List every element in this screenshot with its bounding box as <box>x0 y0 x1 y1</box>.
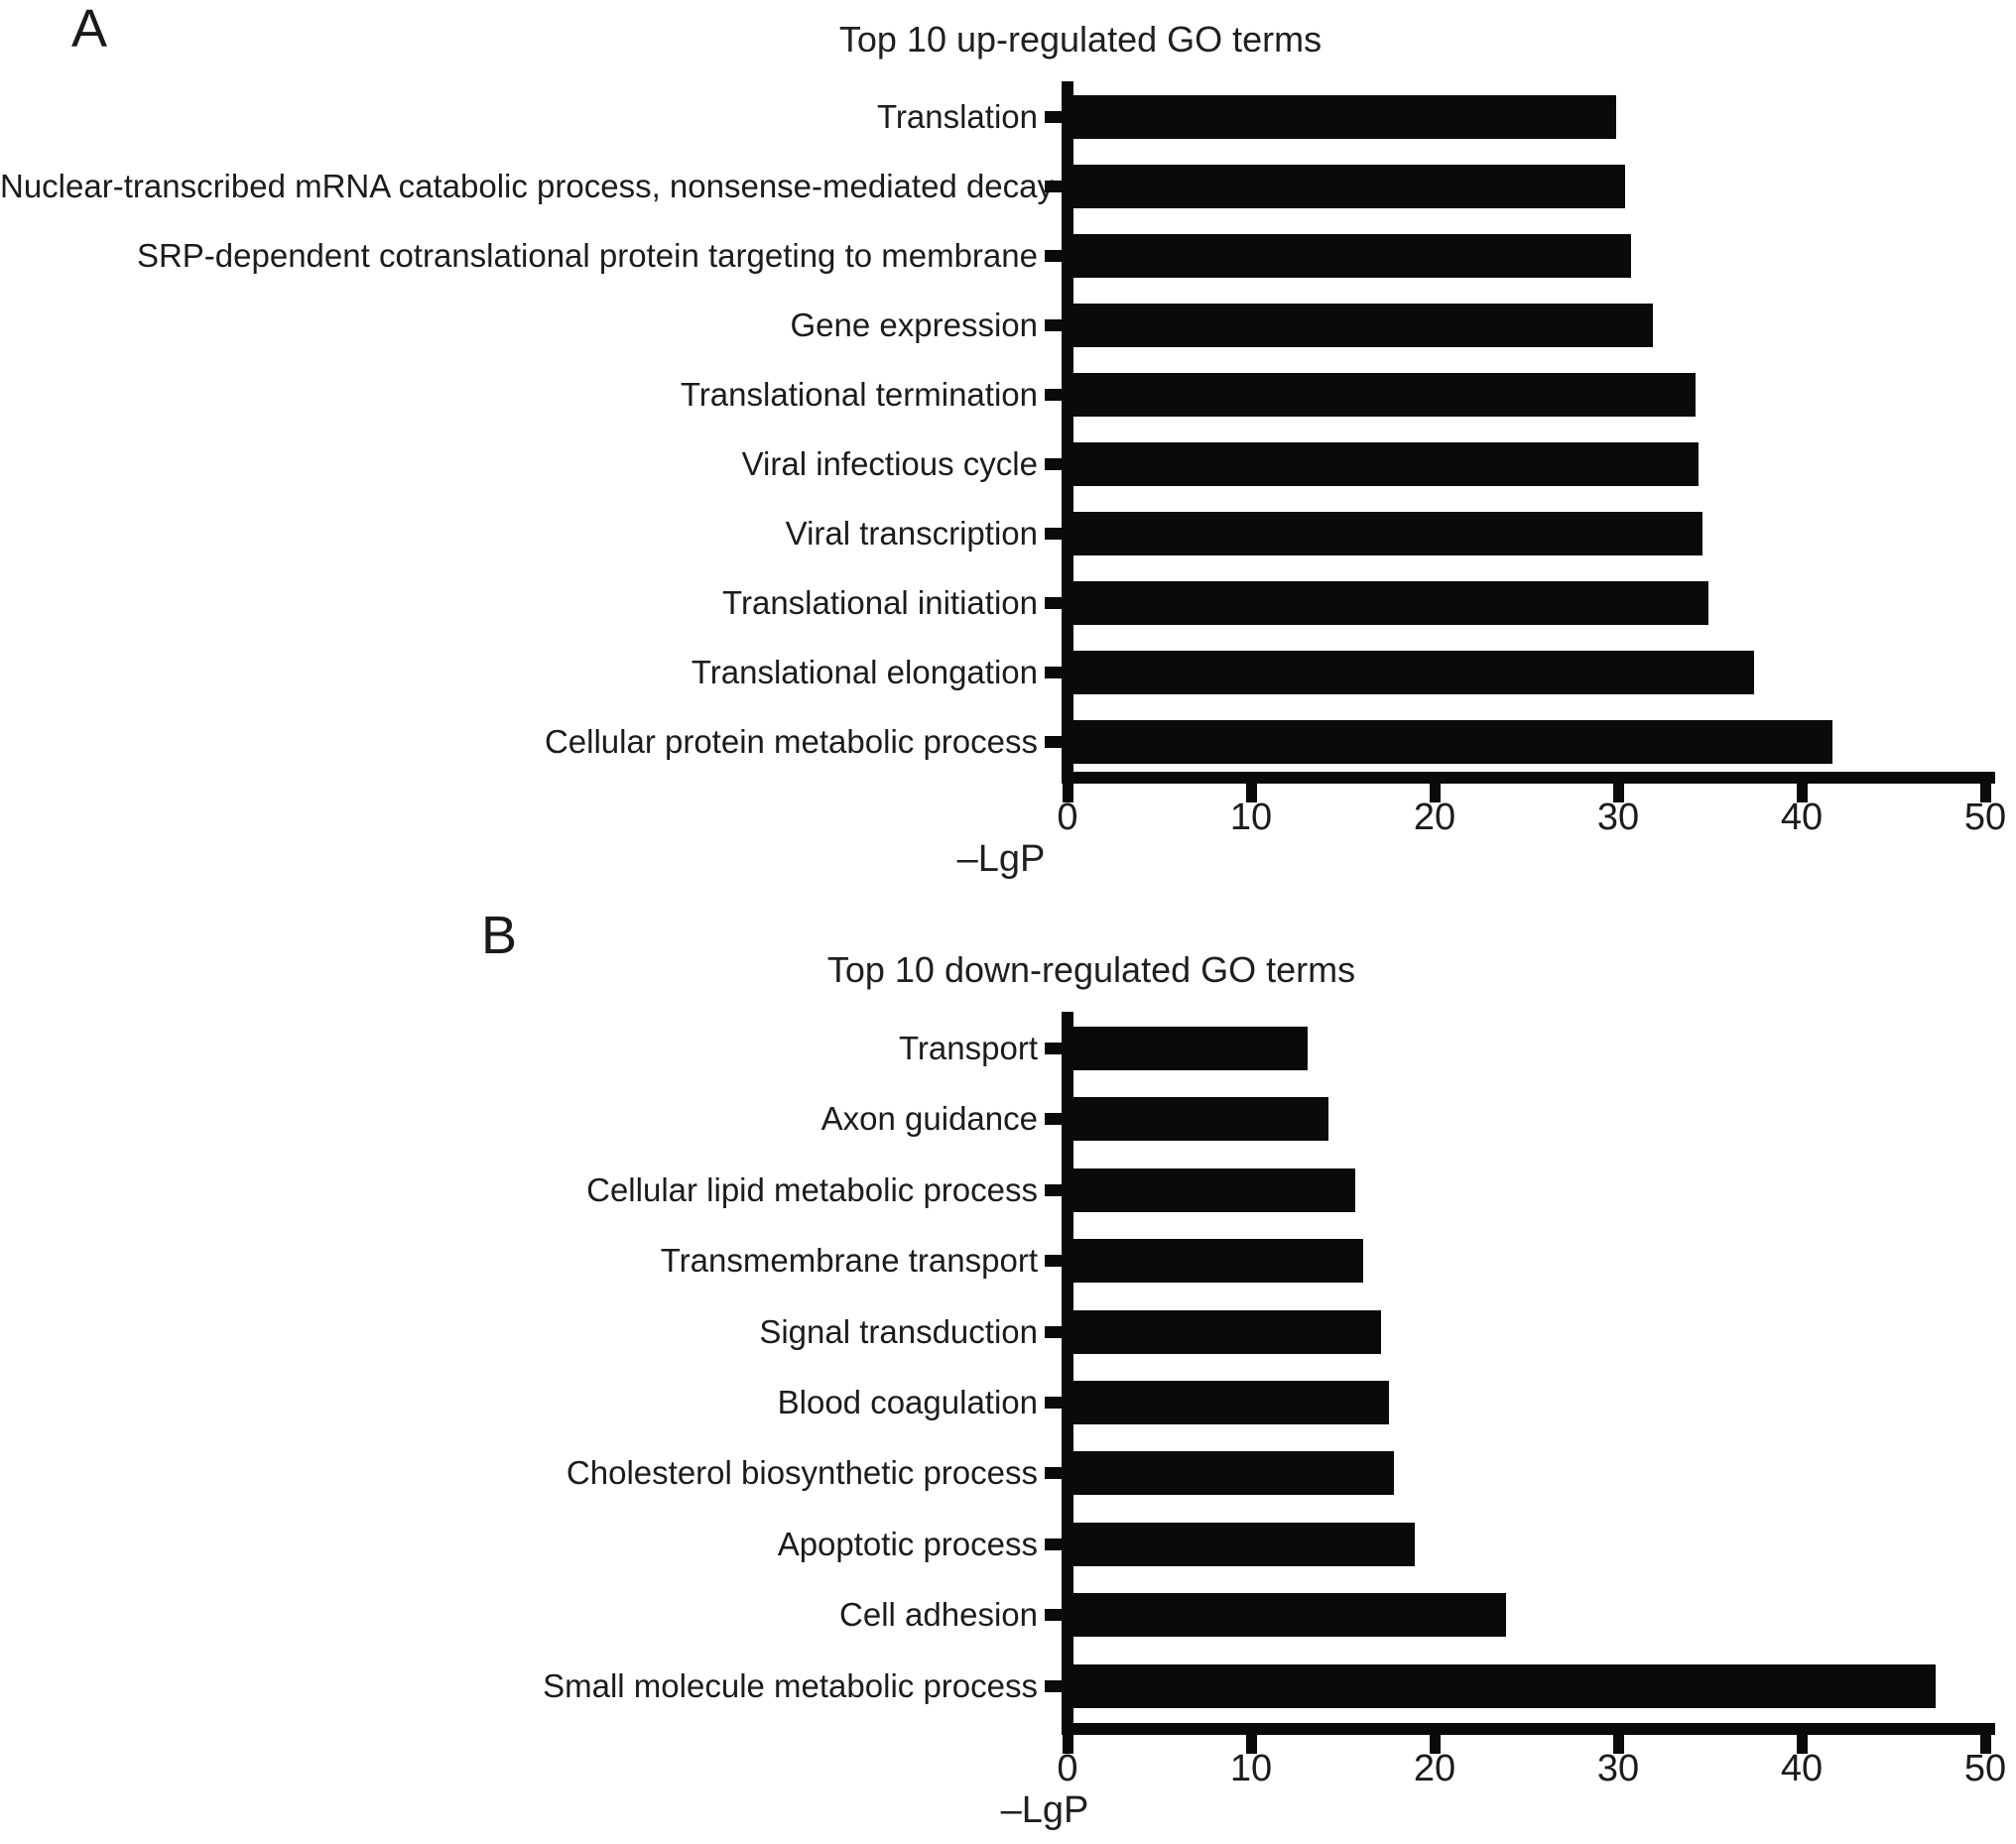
bar <box>1073 165 1625 208</box>
x-tick <box>1613 784 1624 802</box>
x-tick-label: 30 <box>1596 797 1640 838</box>
x-tick <box>1246 1735 1257 1754</box>
x-tick-label: 40 <box>1780 797 1824 838</box>
y-tick <box>1045 1043 1062 1054</box>
y-axis <box>1062 81 1073 784</box>
category-label: SRP-dependent cotranslational protein ta… <box>136 237 1038 274</box>
category-label: Transmembrane transport <box>660 1242 1038 1279</box>
x-tick-label: 10 <box>1229 1748 1273 1789</box>
bar <box>1073 1239 1363 1283</box>
y-tick <box>1045 1113 1062 1125</box>
category-label: Viral transcription <box>785 515 1038 552</box>
category-label: Blood coagulation <box>777 1384 1038 1420</box>
bar <box>1073 1381 1389 1424</box>
bar <box>1073 1593 1506 1637</box>
panel-b-x-axis-label: –LgP <box>1000 1789 1089 1831</box>
category-label: Axon guidance <box>820 1100 1038 1137</box>
category-label: Translational initiation <box>722 584 1038 621</box>
x-tick <box>1430 784 1441 802</box>
bar <box>1073 1097 1328 1141</box>
panel-b-letter: B <box>481 906 518 965</box>
bar <box>1073 1027 1308 1070</box>
bar <box>1073 581 1708 625</box>
category-label: Apoptotic process <box>777 1526 1038 1562</box>
category-label: Translational termination <box>680 376 1038 413</box>
category-label: Nuclear-transcribed mRNA catabolic proce… <box>0 168 1055 204</box>
category-label: Viral infectious cycle <box>741 445 1038 482</box>
bar <box>1073 95 1616 139</box>
y-tick <box>1045 736 1062 748</box>
category-label: Cholesterol biosynthetic process <box>566 1454 1038 1491</box>
bar <box>1073 512 1702 555</box>
y-tick <box>1045 528 1062 540</box>
category-label: Translational elongation <box>691 654 1038 690</box>
y-tick <box>1045 111 1062 123</box>
bar <box>1073 1523 1415 1566</box>
bar <box>1073 1310 1381 1354</box>
bar <box>1073 1168 1355 1212</box>
x-tick <box>1613 1735 1624 1754</box>
y-tick <box>1045 597 1062 609</box>
x-tick <box>1063 784 1073 802</box>
panel-a-letter: A <box>71 0 108 59</box>
x-tick-label: 50 <box>1963 1748 2007 1789</box>
x-tick <box>1797 1735 1808 1754</box>
category-label: Cell adhesion <box>839 1596 1038 1633</box>
y-tick <box>1045 667 1062 678</box>
x-tick <box>1430 1735 1441 1754</box>
y-tick <box>1045 250 1062 262</box>
x-tick-label: 30 <box>1596 1748 1640 1789</box>
category-label: Signal transduction <box>759 1313 1038 1350</box>
x-tick-label: 0 <box>1057 1748 1078 1789</box>
bar <box>1073 651 1754 694</box>
x-tick <box>1797 784 1808 802</box>
panel-b-title: Top 10 down-regulated GO terms <box>826 949 1356 990</box>
bar <box>1073 1664 1936 1708</box>
bar <box>1073 442 1699 486</box>
y-tick <box>1045 1680 1062 1692</box>
x-tick <box>1246 784 1257 802</box>
category-label: Small molecule metabolic process <box>543 1667 1038 1704</box>
bar <box>1073 373 1696 417</box>
x-tick-label: 20 <box>1413 1748 1456 1789</box>
category-label: Translation <box>876 98 1038 135</box>
bar <box>1073 234 1631 278</box>
y-tick <box>1045 458 1062 470</box>
bar <box>1073 720 1832 764</box>
x-tick-label: 20 <box>1413 797 1456 838</box>
category-label: Cellular protein metabolic process <box>544 723 1038 760</box>
x-tick <box>1980 1735 1991 1754</box>
y-tick <box>1045 1184 1062 1196</box>
x-axis <box>1062 1723 1995 1735</box>
x-tick-label: 0 <box>1057 797 1078 838</box>
y-axis <box>1062 1012 1073 1735</box>
panel-a-x-axis-label: –LgP <box>956 838 1046 880</box>
y-tick <box>1045 1467 1062 1479</box>
y-tick <box>1045 319 1062 331</box>
x-tick <box>1980 784 1991 802</box>
x-tick-label: 40 <box>1780 1748 1824 1789</box>
x-tick-label: 50 <box>1963 797 2007 838</box>
y-tick <box>1045 181 1062 192</box>
x-tick <box>1063 1735 1073 1754</box>
bar <box>1073 304 1653 347</box>
x-axis <box>1062 772 1995 784</box>
y-tick <box>1045 1538 1062 1550</box>
y-tick <box>1045 1397 1062 1409</box>
panel-a-title: Top 10 up-regulated GO terms <box>838 19 1323 60</box>
y-tick <box>1045 1609 1062 1621</box>
y-tick <box>1045 1326 1062 1338</box>
category-label: Transport <box>899 1030 1038 1066</box>
y-tick <box>1045 1255 1062 1267</box>
x-tick-label: 10 <box>1229 797 1273 838</box>
bar <box>1073 1451 1394 1495</box>
y-tick <box>1045 389 1062 401</box>
category-label: Cellular lipid metabolic process <box>586 1171 1038 1208</box>
category-label: Gene expression <box>790 307 1038 343</box>
